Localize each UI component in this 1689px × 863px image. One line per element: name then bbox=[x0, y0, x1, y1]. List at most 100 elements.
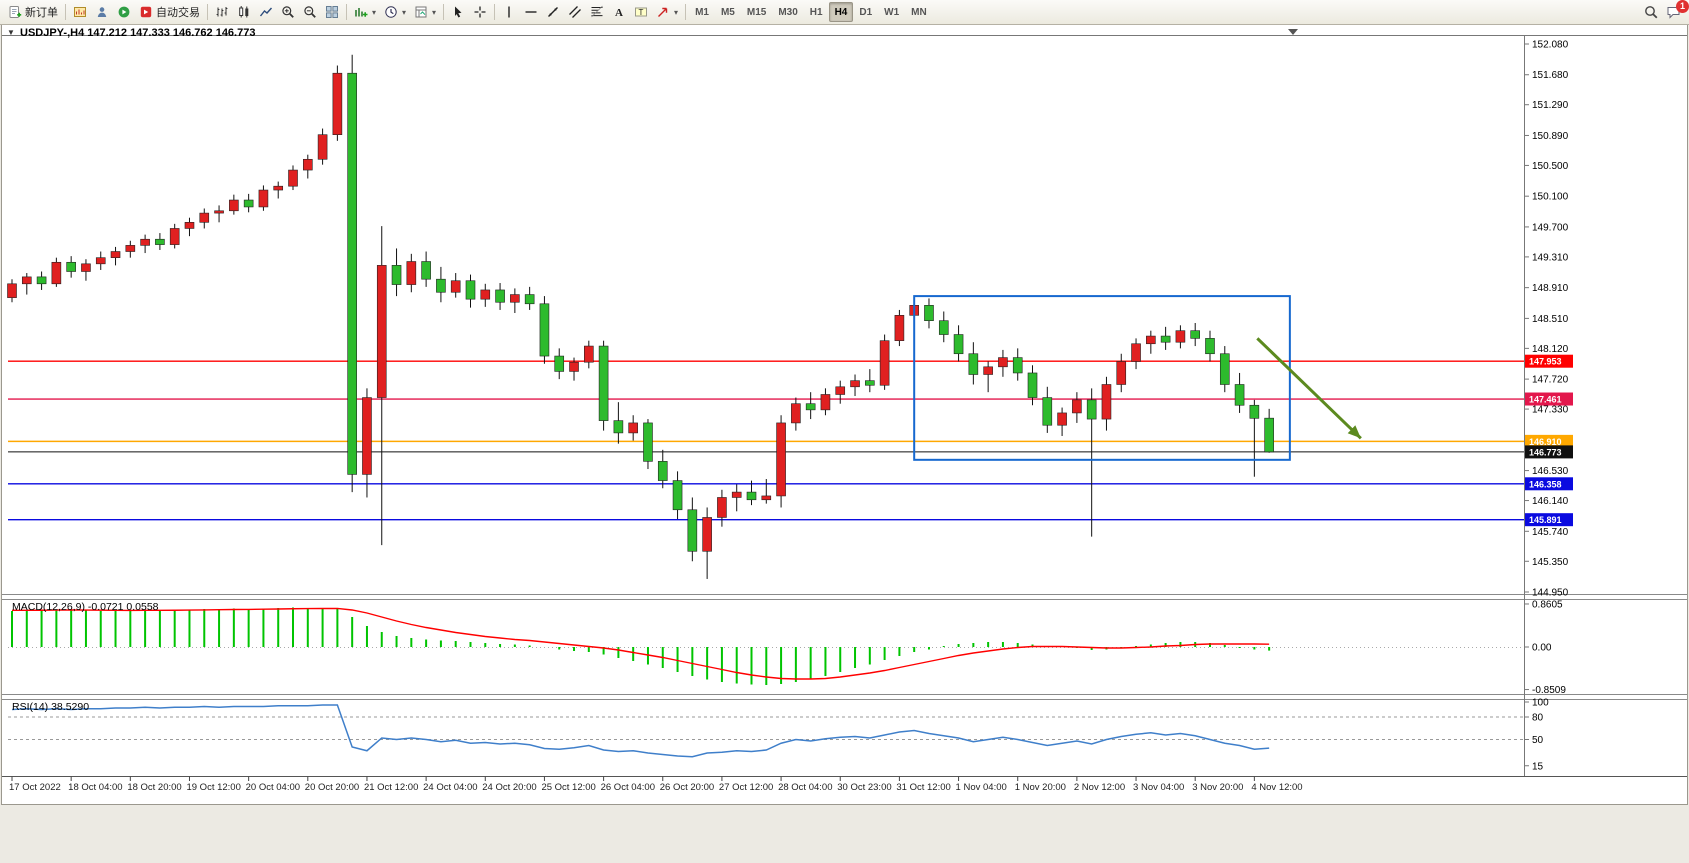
timeframe-w1-button[interactable]: W1 bbox=[878, 2, 905, 22]
candle-body bbox=[805, 403, 816, 411]
objects-collapse-icon[interactable]: ▼ bbox=[7, 28, 15, 37]
timeframe-d1-button[interactable]: D1 bbox=[853, 2, 878, 22]
candle-body bbox=[436, 278, 446, 293]
price-tick-label: 147.330 bbox=[1532, 405, 1569, 416]
time-tick-label: 30 Oct 23:00 bbox=[837, 782, 891, 793]
navigator-button[interactable] bbox=[113, 2, 135, 22]
bar-chart-button[interactable] bbox=[211, 2, 233, 22]
price-tick-label: 146.530 bbox=[1532, 466, 1569, 477]
arrows-tool-button[interactable]: ▾ bbox=[652, 2, 682, 22]
candle-body bbox=[391, 265, 402, 285]
time-tick-label: 24 Oct 04:00 bbox=[423, 782, 477, 793]
timeframe-m5-button[interactable]: M5 bbox=[715, 2, 741, 22]
timeframe-h1-button[interactable]: H1 bbox=[804, 2, 829, 22]
candle-body bbox=[584, 345, 594, 363]
macd-indicator-label: MACD(12,26,9) -0.0721 0.0558 bbox=[12, 601, 159, 613]
trendline-button[interactable] bbox=[542, 2, 564, 22]
candle-body bbox=[376, 265, 387, 398]
line-chart-button[interactable] bbox=[255, 2, 277, 22]
time-tick-label: 1 Nov 20:00 bbox=[1015, 782, 1066, 793]
cursor-button[interactable] bbox=[447, 2, 469, 22]
autotrading-button[interactable]: 自动交易 bbox=[135, 2, 204, 22]
rsi-tick-label: 80 bbox=[1532, 713, 1544, 724]
timeframe-mn-button[interactable]: MN bbox=[905, 2, 933, 22]
timeframe-m1-button[interactable]: M1 bbox=[689, 2, 715, 22]
periods-button[interactable]: ▾ bbox=[380, 2, 410, 22]
timeframe-m15-button[interactable]: M15 bbox=[741, 2, 772, 22]
horizontal-line-button[interactable] bbox=[520, 2, 542, 22]
zoom-in-button[interactable] bbox=[277, 2, 299, 22]
candle-body bbox=[628, 422, 638, 434]
time-tick-label: 27 Oct 12:00 bbox=[719, 782, 773, 793]
line-chart-icon bbox=[259, 7, 273, 17]
time-axis[interactable]: 17 Oct 2022 18 Oct 04:00 18 Oct 20:00 19 Oc… bbox=[9, 776, 1303, 794]
horizontal-line-icon bbox=[525, 11, 537, 13]
candle-body bbox=[21, 276, 32, 285]
notifications-button[interactable]: 1 bbox=[1662, 0, 1689, 22]
market-watch-button[interactable] bbox=[69, 2, 91, 22]
candle-body bbox=[924, 305, 934, 321]
candle-body bbox=[1072, 399, 1082, 414]
tile-windows-button[interactable] bbox=[321, 2, 343, 22]
candle-body bbox=[791, 403, 801, 424]
timeframe-h4-button[interactable]: H4 bbox=[828, 2, 854, 22]
chart-plot-area[interactable] bbox=[8, 36, 1524, 594]
price-axis[interactable]: 152.080 151.680 151.290 150.890 150.500 150.1… bbox=[1524, 40, 1569, 599]
text-label-button[interactable]: T bbox=[630, 2, 652, 22]
candle-body bbox=[273, 185, 284, 191]
crosshair-button[interactable] bbox=[469, 2, 491, 22]
vertical-line-button[interactable] bbox=[498, 2, 520, 22]
channel-button[interactable] bbox=[564, 2, 586, 22]
candle-body bbox=[1160, 335, 1171, 343]
candle-body bbox=[480, 289, 491, 300]
price-tick-label: 151.680 bbox=[1532, 70, 1569, 81]
svg-text:A: A bbox=[615, 7, 623, 19]
candle-body bbox=[1175, 330, 1186, 343]
search-button[interactable] bbox=[1640, 2, 1662, 22]
candle-body bbox=[776, 422, 786, 497]
time-tick-label: 26 Oct 20:00 bbox=[660, 782, 714, 793]
market-watch-icon bbox=[74, 7, 86, 17]
candlestick-chart-button[interactable] bbox=[233, 2, 255, 22]
time-tick-label: 19 Oct 12:00 bbox=[186, 782, 240, 793]
rsi-tick-label: 15 bbox=[1532, 761, 1544, 772]
rectangle-annotation[interactable] bbox=[913, 295, 1291, 461]
candle-body bbox=[938, 320, 949, 335]
candle-body bbox=[1101, 384, 1112, 420]
candle-body bbox=[1086, 399, 1097, 420]
time-tick-label: 4 Nov 12:00 bbox=[1251, 782, 1302, 793]
fibonacci-button[interactable] bbox=[586, 2, 608, 22]
time-tick-label: 20 Oct 04:00 bbox=[246, 782, 300, 793]
candle-body bbox=[362, 397, 372, 475]
profiles-button[interactable] bbox=[91, 2, 113, 22]
price-tick-label: 150.890 bbox=[1532, 131, 1569, 142]
rsi-line bbox=[11, 704, 1270, 758]
templates-button[interactable]: ▾ bbox=[410, 2, 440, 22]
rsi-tick-label: 50 bbox=[1532, 735, 1544, 746]
candle-body bbox=[894, 315, 905, 341]
candle-body bbox=[184, 222, 195, 229]
time-tick-label: 18 Oct 04:00 bbox=[68, 782, 122, 793]
time-tick-label: 21 Oct 12:00 bbox=[364, 782, 418, 793]
trend-arrow-annotation[interactable] bbox=[1256, 337, 1362, 440]
new-order-button[interactable]: 新订单 bbox=[4, 2, 62, 22]
indicators-button[interactable]: ▾ bbox=[350, 2, 380, 22]
price-tag-label: 146.773 bbox=[1529, 447, 1562, 457]
zoom-out-button[interactable] bbox=[299, 2, 321, 22]
chart-shift-marker-icon[interactable] bbox=[1288, 29, 1298, 35]
candle-body bbox=[820, 394, 831, 411]
rsi-tick-label: 100 bbox=[1532, 698, 1549, 709]
dropdown-arrow-icon: ▾ bbox=[402, 7, 407, 17]
price-tick-label: 148.120 bbox=[1532, 344, 1569, 355]
price-tick-label: 146.140 bbox=[1532, 496, 1569, 507]
price-tick-label: 144.950 bbox=[1532, 588, 1569, 599]
text-button[interactable]: A bbox=[608, 2, 630, 22]
new-order-icon bbox=[9, 6, 22, 18]
text-icon: A bbox=[615, 7, 623, 19]
price-tag bbox=[1525, 354, 1573, 368]
price-tick-label: 148.510 bbox=[1532, 314, 1569, 325]
timeframe-m30-button[interactable]: M30 bbox=[772, 2, 803, 22]
rsi-panel: 100 80 50 15 bbox=[8, 698, 1549, 772]
